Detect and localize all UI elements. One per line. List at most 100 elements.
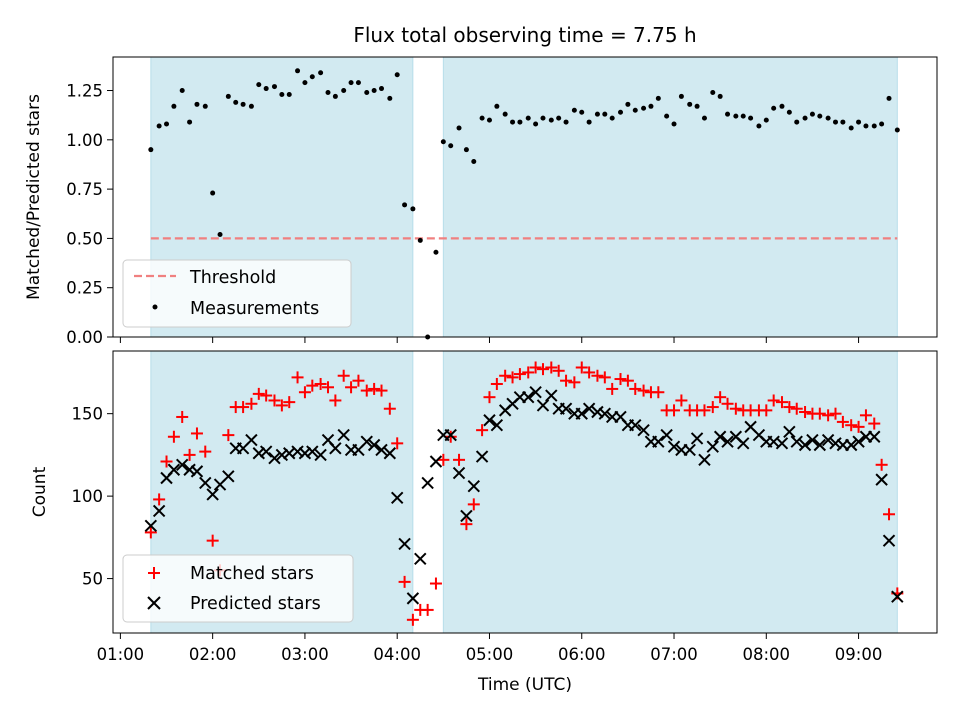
measurement-point — [832, 119, 838, 125]
predicted-marker-b — [637, 423, 650, 437]
matched-star-marker — [714, 391, 727, 404]
predicted-star-marker — [559, 402, 573, 415]
measurement-point — [217, 231, 223, 237]
measurement-point — [548, 117, 554, 123]
matched-star-marker — [476, 424, 489, 437]
matched-star-marker — [698, 404, 711, 417]
measurement-point — [279, 91, 285, 97]
measurement-point — [364, 89, 370, 95]
predicted-marker-b — [152, 504, 166, 518]
measurement-point — [863, 123, 869, 129]
predicted-marker-b — [752, 428, 766, 442]
measurement-point — [802, 115, 808, 121]
measurement-point — [786, 109, 792, 115]
predicted-star-marker — [806, 433, 819, 447]
x-tick-label: 05:00 — [466, 645, 514, 664]
predicted-marker-b — [314, 448, 327, 462]
measurement-point — [740, 113, 746, 119]
predicted-marker-b — [529, 386, 542, 399]
predicted-star-marker — [329, 442, 342, 455]
matched-star-marker — [868, 417, 881, 430]
measurement-point — [448, 143, 454, 149]
measurement-point — [387, 95, 393, 101]
measurement-point — [325, 89, 331, 95]
predicted-star-marker — [360, 435, 373, 448]
predicted-marker-b — [452, 466, 466, 480]
predicted-marker-b — [329, 442, 342, 455]
predicted-star-marker — [291, 445, 304, 458]
predicted-star-marker — [582, 402, 596, 415]
predicted-star-marker — [536, 399, 550, 412]
predicted-marker-b — [875, 473, 888, 486]
predicted-marker-b — [629, 419, 642, 432]
predicted-marker-b — [844, 438, 858, 452]
predicted-marker-b — [614, 410, 627, 424]
predicted-star-marker — [414, 552, 427, 565]
measurements-legend-label: Measurements — [190, 299, 319, 319]
ratio-panel: 0.00 0.25 0.50 0.75 1.00 1.25 Matched/Predict… — [24, 56, 938, 347]
matched-star-marker — [606, 382, 619, 395]
predicted-legend-label: Predicted stars — [190, 594, 321, 614]
matched-star-marker — [568, 376, 581, 389]
predicted-marker-b — [559, 402, 573, 415]
matched-star-marker — [398, 575, 411, 588]
matched-star-marker — [222, 429, 235, 442]
measurement-point — [687, 101, 693, 107]
predicted-star-marker — [444, 428, 457, 442]
matched-star-marker — [490, 377, 503, 390]
measurement-point — [848, 125, 854, 131]
matched-star-marker — [721, 397, 734, 410]
predicted-star-marker — [790, 435, 803, 448]
measurement-point — [525, 115, 531, 121]
matched-star-marker — [575, 361, 588, 374]
measurement-point — [486, 117, 492, 123]
predicted-star-marker — [868, 430, 881, 443]
x-tick-label: 04:00 — [373, 645, 421, 664]
matched-star-marker — [199, 445, 212, 458]
predicted-star-marker — [829, 437, 842, 450]
matched-star-marker — [822, 409, 835, 422]
measurement-point — [164, 121, 170, 127]
predicted-marker-b — [891, 590, 904, 603]
matched-legend-swatch — [148, 567, 160, 579]
predicted-star-marker — [275, 448, 289, 462]
measurement-point — [263, 86, 269, 92]
measurement-point — [756, 123, 762, 129]
predicted-star-marker — [452, 466, 466, 480]
measurement-point — [571, 107, 577, 113]
matched-star-marker — [513, 368, 526, 381]
measurement-point — [817, 113, 823, 119]
predicted-marker-b — [390, 491, 404, 504]
matched-star-marker — [790, 402, 803, 415]
x-tick-label: 02:00 — [189, 645, 237, 664]
predicted-star-marker — [314, 448, 327, 462]
predicted-marker-b — [222, 470, 235, 483]
predicted-star-marker — [775, 437, 789, 450]
matched-star-marker — [183, 448, 196, 461]
matched-star-marker — [429, 577, 442, 590]
x-tick-label: 09:00 — [835, 645, 883, 664]
predicted-star-marker — [490, 419, 504, 432]
matched-star-marker — [437, 453, 450, 466]
predicted-marker-b — [460, 509, 473, 523]
matched-star-marker — [268, 394, 281, 407]
measurement-point — [563, 119, 569, 125]
predicted-star-marker — [406, 592, 420, 605]
predicted-marker-b — [291, 445, 304, 458]
predicted-marker-b — [667, 440, 681, 453]
predicted-marker-b — [713, 430, 727, 443]
matched-star-marker — [775, 396, 788, 409]
predicted-marker-b — [268, 451, 281, 465]
top-x-ticks — [119, 337, 860, 343]
matched-star-marker — [306, 379, 319, 392]
predicted-marker-b — [652, 435, 665, 448]
predicted-marker-b — [475, 450, 489, 463]
measurement-point — [602, 111, 608, 117]
matched-star-marker — [467, 498, 480, 511]
matched-star-marker — [483, 391, 496, 404]
x-tick-label: 08:00 — [743, 645, 791, 664]
predicted-marker-b — [429, 455, 443, 468]
measurement-point — [678, 93, 684, 99]
matched-star-marker — [245, 397, 258, 410]
threshold-legend-label: Threshold — [189, 268, 276, 288]
